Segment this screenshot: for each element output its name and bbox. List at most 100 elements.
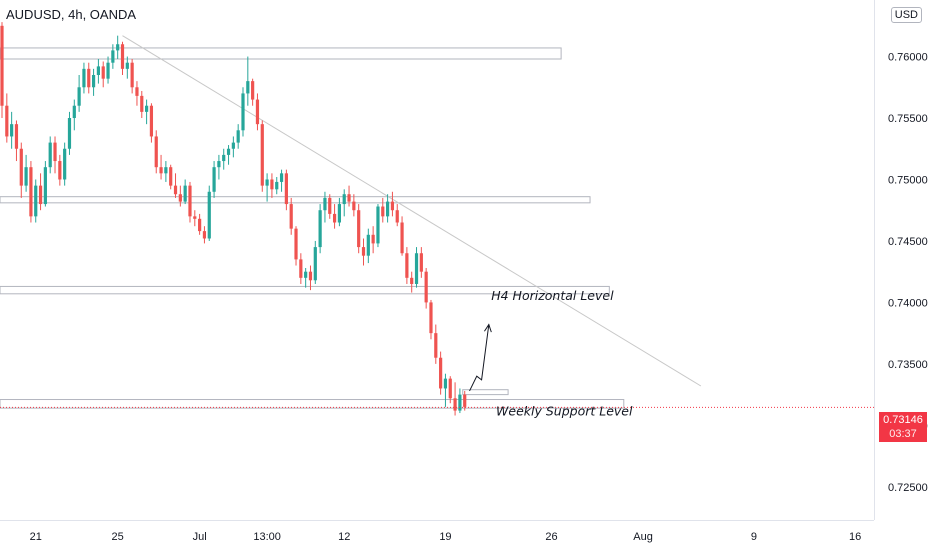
candle bbox=[395, 204, 399, 227]
candle bbox=[386, 194, 390, 223]
h4-level-zone bbox=[0, 285, 610, 295]
candle bbox=[120, 41, 125, 75]
candle bbox=[400, 216, 404, 256]
x-tick-label: Jul bbox=[193, 531, 207, 543]
candle-body bbox=[463, 394, 467, 407]
candle bbox=[342, 189, 346, 217]
candle bbox=[279, 169, 284, 192]
candle-body bbox=[43, 167, 47, 205]
candle-body bbox=[439, 357, 443, 389]
candle bbox=[217, 154, 221, 180]
middle-zone bbox=[0, 196, 591, 204]
zones-layer bbox=[0, 47, 625, 409]
candle-body bbox=[414, 253, 419, 284]
candle bbox=[443, 373, 448, 407]
candle-body bbox=[323, 197, 327, 211]
candle-body bbox=[202, 231, 207, 239]
x-tick-label: 16 bbox=[849, 531, 861, 543]
candle bbox=[43, 161, 47, 207]
candle-body bbox=[53, 142, 57, 162]
candle bbox=[231, 136, 235, 158]
candle bbox=[101, 61, 105, 88]
y-tick-label: 0.74000 bbox=[888, 297, 928, 309]
candle-body bbox=[135, 87, 139, 96]
y-tick-label: 0.74500 bbox=[888, 236, 928, 248]
candle bbox=[255, 93, 260, 131]
candle bbox=[111, 44, 115, 69]
candle bbox=[159, 154, 163, 180]
candle-body bbox=[390, 201, 395, 211]
overlay-layer: H4 Horizontal Level Weekly Support Level bbox=[0, 288, 874, 419]
candle bbox=[361, 238, 366, 266]
candle-body bbox=[289, 204, 293, 229]
candle bbox=[222, 148, 226, 170]
candle bbox=[304, 267, 308, 288]
candle-body bbox=[381, 206, 385, 217]
candle bbox=[116, 35, 120, 60]
candle-body bbox=[198, 218, 202, 232]
candle-body bbox=[251, 81, 255, 100]
candle bbox=[67, 111, 72, 155]
candle bbox=[328, 194, 332, 219]
x-tick-label: 26 bbox=[545, 531, 557, 543]
x-tick-label: 19 bbox=[439, 531, 451, 543]
candle bbox=[169, 164, 173, 190]
candle bbox=[251, 78, 255, 106]
candle-body bbox=[328, 197, 332, 214]
candle-body bbox=[337, 204, 341, 223]
candle bbox=[212, 161, 216, 198]
last-price-value: 0.73146 bbox=[883, 414, 923, 426]
symbol-title[interactable]: AUDUSD, 4h, OANDA bbox=[6, 7, 137, 22]
candle-body bbox=[5, 105, 9, 137]
candle bbox=[241, 87, 245, 137]
candle-body bbox=[434, 333, 438, 358]
candle bbox=[294, 226, 298, 266]
candle bbox=[183, 179, 187, 205]
candle bbox=[106, 56, 110, 84]
candle-body bbox=[347, 194, 351, 202]
candle-body bbox=[361, 247, 366, 256]
candle-body bbox=[318, 210, 322, 248]
currency-button[interactable]: USD bbox=[890, 7, 922, 23]
candle bbox=[207, 185, 211, 241]
candle bbox=[299, 253, 303, 284]
candle-body bbox=[294, 228, 298, 260]
candle-body bbox=[72, 105, 76, 119]
candle-body bbox=[241, 93, 245, 131]
candle bbox=[226, 145, 231, 165]
candle bbox=[34, 179, 38, 223]
candle bbox=[275, 177, 279, 195]
candle bbox=[130, 59, 134, 94]
candle bbox=[91, 68, 96, 96]
candle bbox=[38, 173, 43, 211]
candle bbox=[178, 185, 182, 207]
candle bbox=[332, 204, 337, 229]
candle-body bbox=[10, 124, 14, 137]
candle bbox=[337, 197, 341, 227]
bar-countdown: 03:37 bbox=[889, 428, 917, 440]
candle bbox=[270, 173, 274, 198]
small-zone bbox=[462, 389, 509, 396]
candle bbox=[53, 136, 57, 174]
candle-body bbox=[424, 271, 428, 303]
candle bbox=[429, 299, 433, 340]
candle-body bbox=[120, 44, 125, 69]
candle-body bbox=[87, 68, 91, 88]
candles-layer bbox=[0, 22, 467, 416]
candle bbox=[458, 388, 462, 414]
candle bbox=[87, 62, 91, 94]
candle bbox=[63, 142, 67, 186]
candle bbox=[14, 120, 19, 162]
candle bbox=[347, 185, 351, 207]
candle-body bbox=[352, 201, 356, 211]
candle bbox=[323, 191, 327, 223]
candle bbox=[149, 103, 154, 143]
candle-body bbox=[212, 167, 216, 192]
candle-body bbox=[116, 44, 120, 51]
candle bbox=[173, 173, 178, 198]
candle bbox=[352, 194, 356, 217]
candle-body bbox=[342, 194, 346, 205]
candle-body bbox=[304, 271, 308, 278]
